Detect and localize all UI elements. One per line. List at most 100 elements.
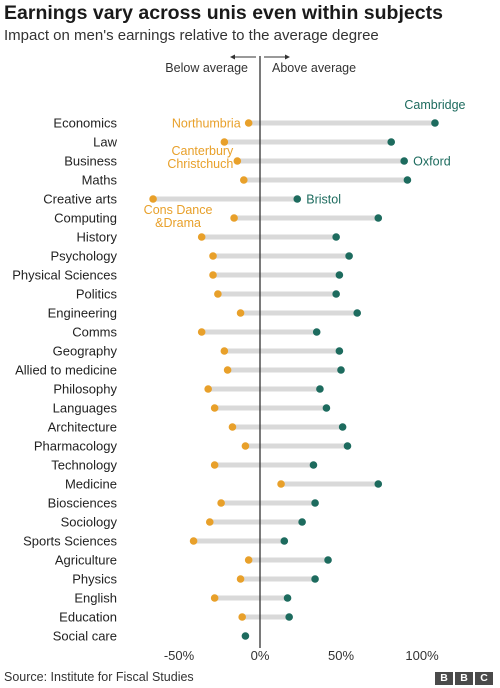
subject-label: Medicine — [65, 477, 117, 492]
subject-label: Psychology — [51, 249, 118, 264]
annotation-line: Oxford — [413, 155, 451, 169]
low-point — [236, 309, 245, 317]
high-point — [431, 119, 439, 127]
high-point — [345, 252, 353, 260]
low-point — [204, 385, 212, 393]
high-point — [335, 271, 344, 279]
low-point — [149, 195, 157, 203]
high-point — [343, 442, 352, 450]
logo-block: C — [475, 672, 493, 685]
low-point — [238, 613, 246, 621]
high-point — [335, 347, 344, 355]
low-point — [236, 575, 245, 583]
low-point — [220, 347, 229, 355]
logo-block: B — [435, 672, 453, 685]
bbc-logo: B B C — [435, 672, 493, 685]
high-point — [311, 575, 319, 583]
low-point — [230, 214, 238, 222]
annotation-line: Cambridge — [404, 98, 465, 112]
low-point — [209, 271, 217, 279]
subject-label: Engineering — [48, 306, 117, 321]
subject-label: Geography — [53, 344, 118, 359]
annotation-label: Cons Dance &Drama — [144, 203, 213, 230]
low-point — [189, 537, 198, 545]
above-average-label: Above average — [272, 61, 356, 75]
annotation-label: Northumbria — [172, 117, 241, 131]
low-point — [223, 366, 232, 374]
high-point — [298, 518, 306, 526]
annotation-label: Cambridge — [404, 98, 465, 112]
subject-label: Education — [59, 610, 117, 625]
high-point — [312, 328, 321, 336]
high-point — [374, 214, 383, 222]
subject-label: Pharmacology — [34, 439, 118, 454]
annotation-line: Cons Dance — [144, 203, 213, 217]
annotation-line: Christchuch — [167, 157, 233, 171]
low-point — [220, 138, 229, 146]
high-point — [324, 556, 332, 564]
annotation-line: &Drama — [155, 216, 201, 230]
x-tick-label: 100% — [405, 648, 439, 663]
chart-title: Earnings vary across unis even within su… — [4, 2, 443, 24]
subject-label: Law — [93, 135, 117, 150]
low-point — [241, 442, 250, 450]
x-tick-label: 0% — [251, 648, 270, 663]
subject-label: Economics — [53, 116, 117, 131]
subject-label: Computing — [54, 211, 117, 226]
subject-label: Agriculture — [55, 553, 117, 568]
x-tick-label: -50% — [164, 648, 195, 663]
high-point — [283, 594, 292, 602]
low-point — [240, 176, 248, 184]
subject-label: Sociology — [61, 515, 118, 530]
low-point — [214, 290, 222, 298]
x-tick-label: 50% — [328, 648, 354, 663]
high-point — [285, 613, 293, 621]
low-point — [277, 480, 285, 488]
low-point — [210, 404, 219, 412]
subject-label: Business — [64, 154, 117, 169]
high-point — [337, 366, 345, 374]
low-point — [197, 328, 206, 336]
low-point — [210, 594, 219, 602]
low-point — [244, 556, 253, 564]
low-point — [197, 233, 206, 241]
subject-label: Technology — [51, 458, 117, 473]
annotation-label: Bristol — [306, 193, 341, 207]
low-point — [217, 499, 225, 507]
low-point — [233, 157, 242, 165]
subject-label: Philosophy — [53, 382, 117, 397]
low-point — [244, 119, 253, 127]
subject-label: Physical Sciences — [12, 268, 117, 283]
high-point — [338, 423, 347, 431]
subject-label: Architecture — [48, 420, 117, 435]
subject-label: Social care — [53, 629, 117, 644]
above-average-arrowhead — [285, 54, 290, 60]
logo-block: B — [455, 672, 473, 685]
high-point — [374, 480, 383, 488]
low-point — [210, 461, 219, 469]
below-average-label: Below average — [165, 61, 248, 75]
low-point — [209, 252, 217, 260]
high-point — [353, 309, 362, 317]
subject-label: Allied to medicine — [15, 363, 117, 378]
annotation-label: Oxford — [413, 155, 451, 169]
subject-label: Comms — [72, 325, 117, 340]
subject-label: Maths — [82, 173, 118, 188]
subject-label: English — [74, 591, 117, 606]
subject-label: Physics — [72, 572, 117, 587]
high-point — [316, 385, 324, 393]
subject-label: History — [77, 230, 118, 245]
high-point — [403, 176, 412, 184]
high-point — [293, 195, 302, 203]
subject-label: Languages — [53, 401, 118, 416]
annotation-label: Canterbury Christchuch — [167, 144, 234, 171]
subject-label: Creative arts — [43, 192, 117, 207]
high-point — [322, 404, 331, 412]
chart-subtitle: Impact on men's earnings relative to the… — [4, 27, 379, 44]
high-point — [309, 461, 318, 469]
subject-label: Biosciences — [48, 496, 118, 511]
low-point — [205, 518, 214, 526]
high-point — [387, 138, 396, 146]
high-point — [332, 290, 340, 298]
